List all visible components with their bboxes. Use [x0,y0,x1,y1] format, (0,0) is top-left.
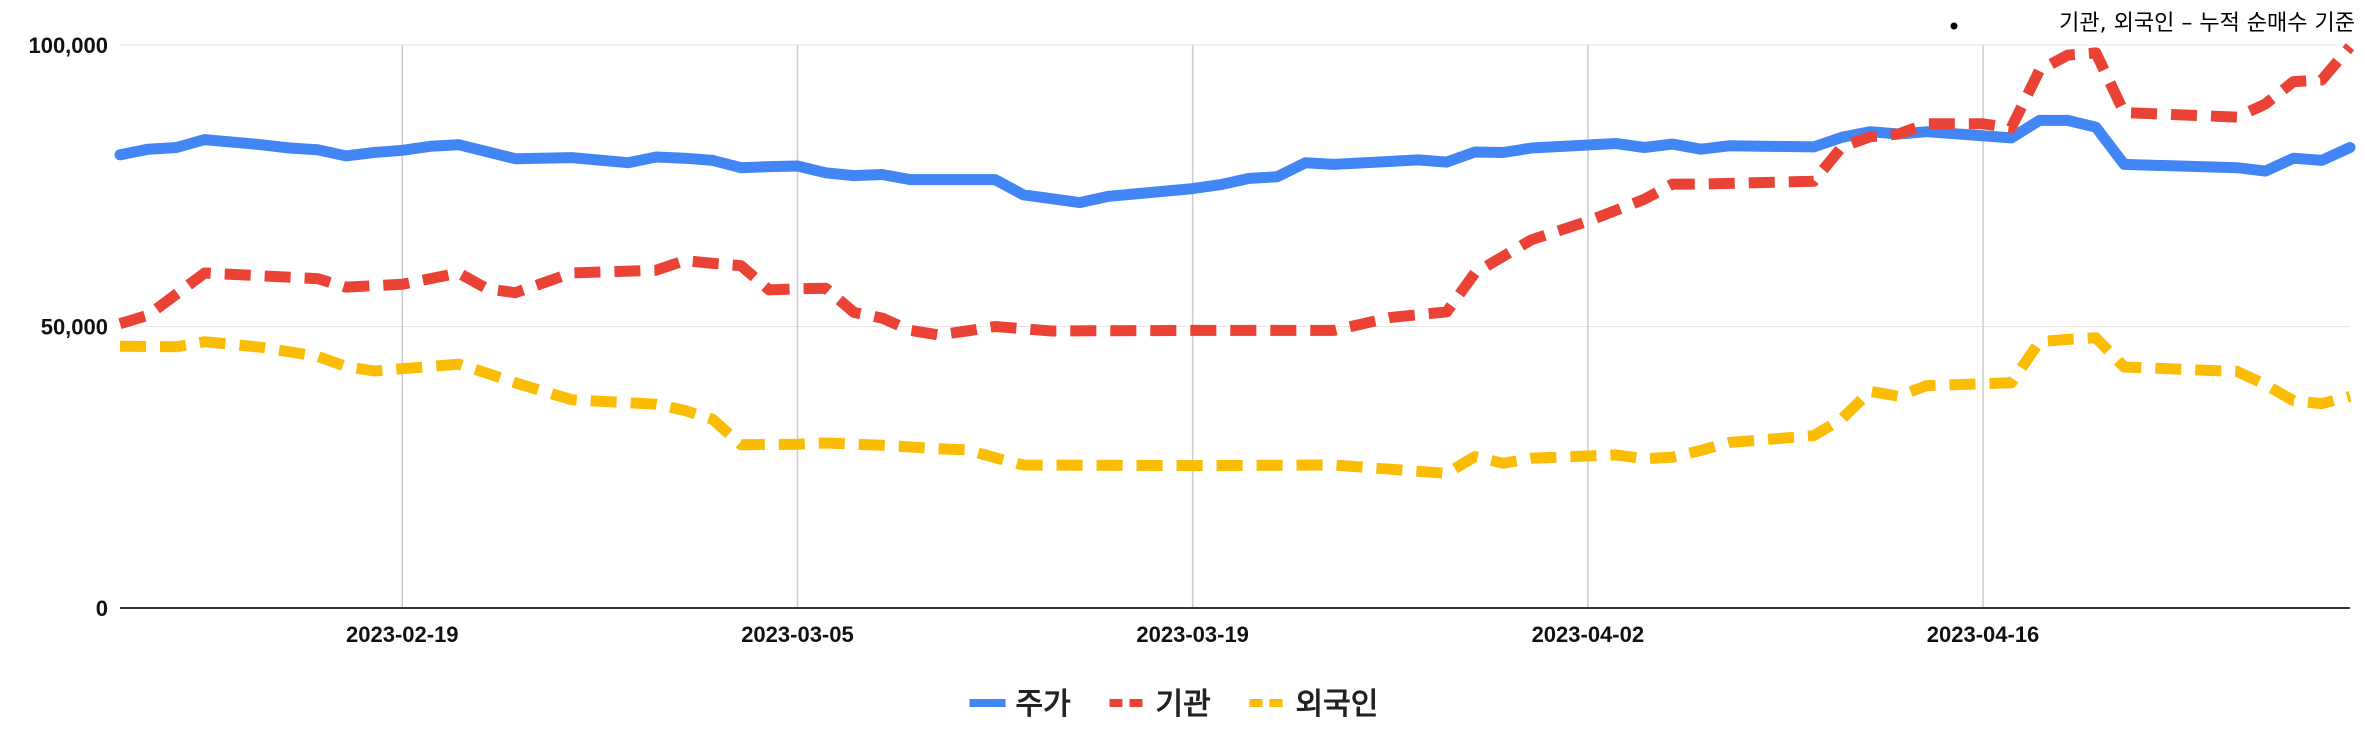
x-tick-label: 2023-04-16 [1927,622,2040,647]
x-tick-label: 2023-03-19 [1136,622,1249,647]
y-tick-label: 100,000 [28,33,108,58]
y-axis-tick-labels: 0 50,000 100,000 [28,33,108,621]
series-line-1 [114,114,2356,209]
x-tick-label: 2023-02-19 [346,622,459,647]
legend-label: 외국인 [1296,687,1379,722]
subtitle-annotation: 기관, 외국인 – 누적 순매수 기준 [1950,11,2355,36]
y-tick-label: 0 [96,596,108,621]
x-tick-label: 2023-03-05 [741,622,854,647]
bullet-icon [1950,22,1958,30]
series-line-3 [119,332,2352,479]
legend: 주가 기관 외국인 [969,687,1379,722]
legend-label: 기관 [1156,687,1211,722]
y-tick-label: 50,000 [41,315,108,340]
legend-item: 주가 [969,687,1072,722]
legend-item: 기관 [1109,687,1211,722]
x-tick-label: 2023-04-02 [1532,622,1645,647]
legend-label: 주가 [1016,687,1072,722]
series-line-2 [118,43,2355,341]
x-axis-tick-labels: 2023-02-19 2023-03-05 2023-03-19 2023-04-02… [346,622,2039,647]
legend-item: 외국인 [1249,687,1379,722]
chart-subtitle: 기관, 외국인 – 누적 순매수 기준 [2059,11,2355,36]
series-layer [114,43,2356,479]
